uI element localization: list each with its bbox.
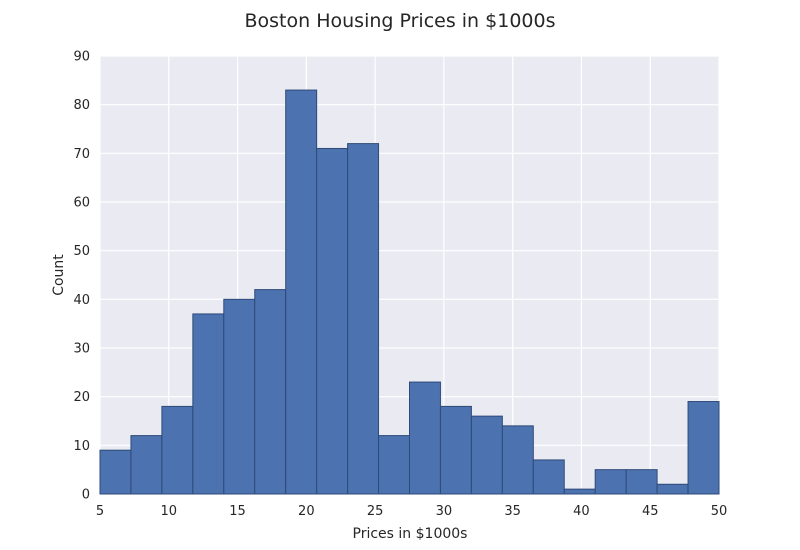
histogram-bar: [656, 483, 689, 495]
x-axis-ticks: 5 10 15 20 25 30 35 40 45 50: [96, 504, 727, 519]
histogram-bar: [563, 488, 596, 495]
histogram-bar: [501, 425, 534, 495]
x-tick-label: 40: [573, 504, 590, 519]
histogram-bar: [378, 435, 410, 495]
y-tick-label: 10: [73, 439, 90, 454]
y-tick-label: 70: [73, 147, 90, 162]
histogram-bar: [470, 415, 503, 495]
histogram-bar: [409, 381, 441, 495]
y-axis-ticks: 0 10 20 30 40 50 60 70 80 90: [73, 50, 90, 503]
x-axis-label: Prices in $1000s: [353, 526, 468, 542]
y-tick-label: 30: [73, 342, 90, 357]
y-tick-label: 40: [73, 293, 90, 308]
x-tick-label: 20: [298, 504, 315, 519]
x-tick-label: 25: [367, 504, 384, 519]
histogram-bar: [594, 469, 627, 495]
histogram-bar: [316, 147, 349, 495]
histogram-bar: [99, 449, 132, 495]
histogram-bar: [285, 89, 318, 495]
y-tick-label: 20: [73, 390, 90, 405]
histogram-bar: [439, 405, 472, 495]
x-tick-label: 15: [229, 504, 246, 519]
bars: [99, 89, 720, 495]
chart-title: Boston Housing Prices in $1000s: [245, 10, 556, 32]
histogram-bar: [161, 405, 194, 495]
y-tick-label: 50: [73, 244, 90, 259]
y-tick-label: 90: [73, 50, 90, 65]
x-tick-label: 45: [642, 504, 659, 519]
y-tick-label: 80: [73, 98, 90, 113]
histogram-bar: [687, 401, 720, 495]
histogram-bar: [625, 469, 658, 495]
x-tick-label: 10: [161, 504, 178, 519]
y-axis-label: Count: [51, 254, 67, 296]
histogram-bar: [532, 459, 565, 495]
histogram-bar: [130, 435, 163, 495]
x-tick-label: 30: [436, 504, 453, 519]
histogram-bar: [223, 298, 256, 495]
y-tick-label: 60: [73, 196, 90, 211]
x-tick-label: 50: [711, 504, 728, 519]
x-tick-label: 35: [504, 504, 521, 519]
histogram-bar: [347, 143, 380, 495]
y-tick-label: 0: [82, 488, 90, 503]
histogram-bar: [192, 313, 225, 495]
histogram-bar: [254, 289, 287, 495]
x-tick-label: 5: [96, 504, 104, 519]
